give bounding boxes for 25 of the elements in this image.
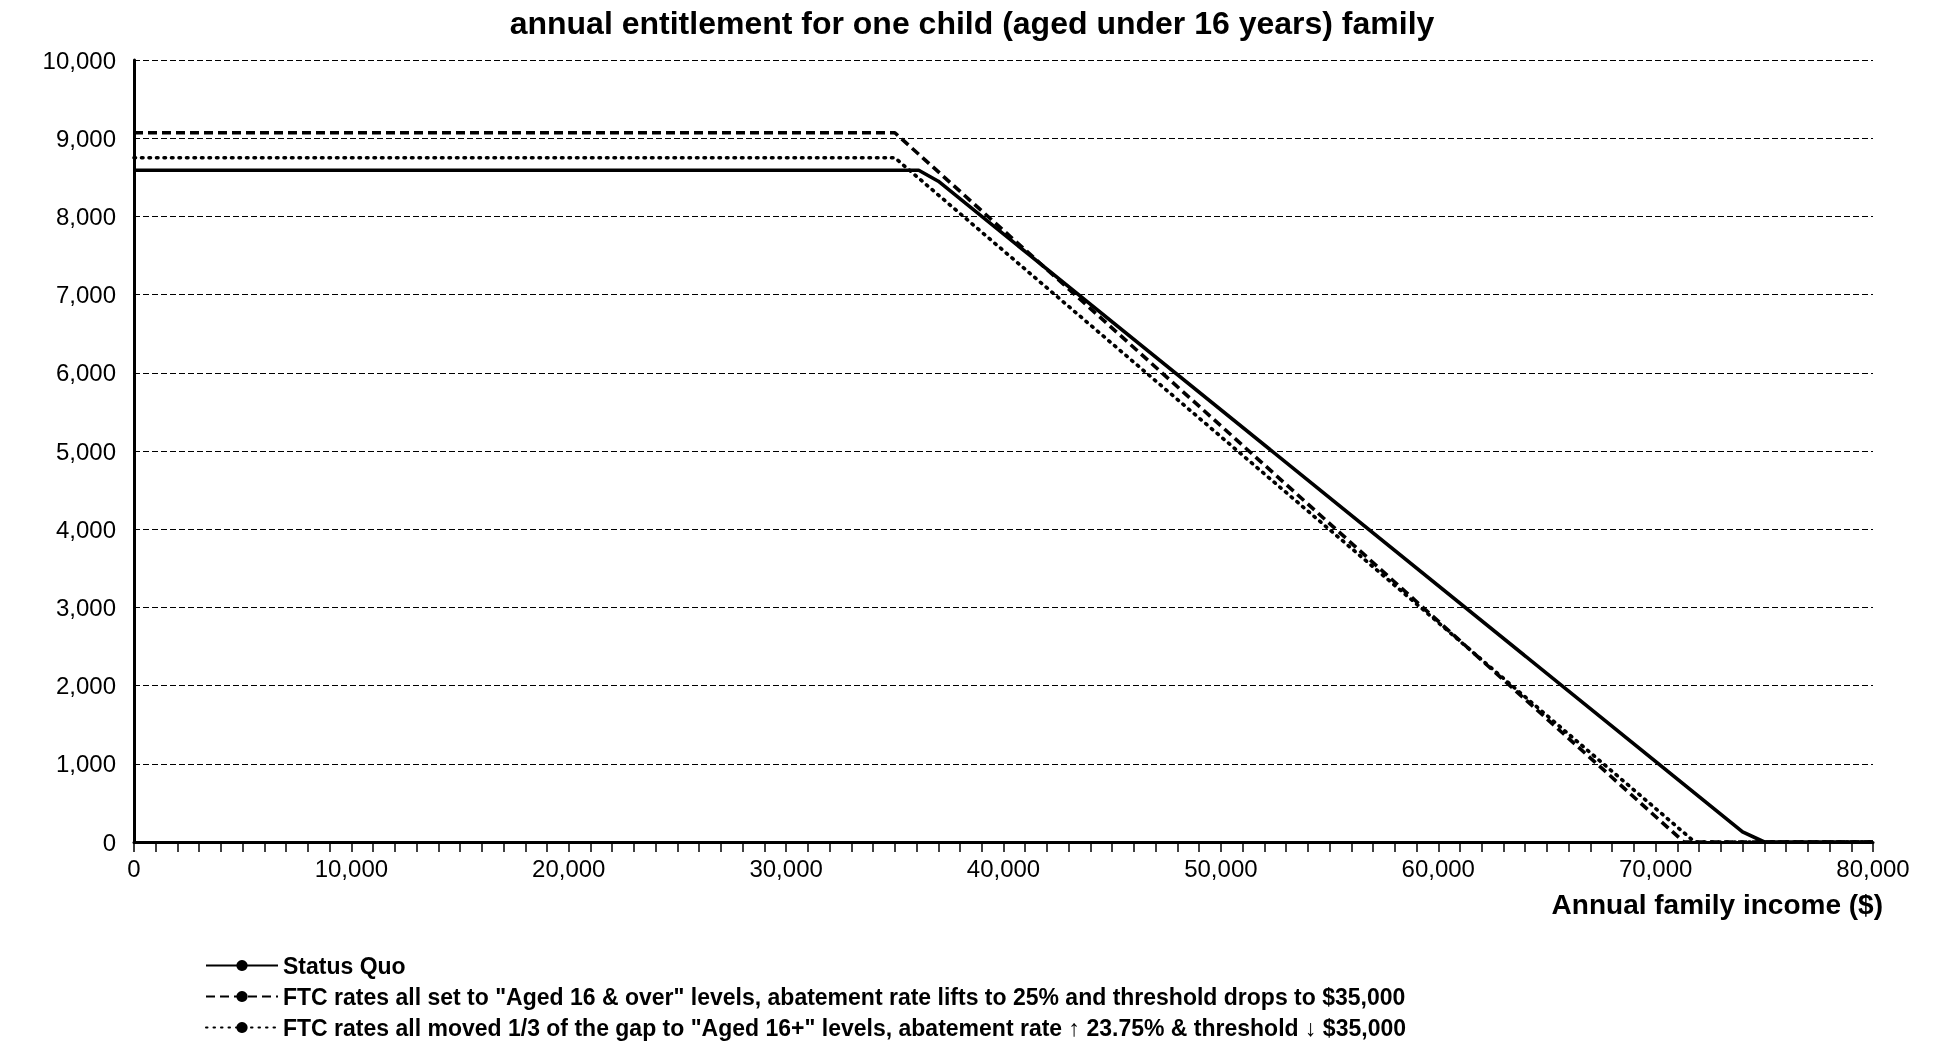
y-tick-label: 3,000	[55, 593, 116, 621]
y-tick-label: 4,000	[55, 515, 116, 543]
x-tick-label: 0	[127, 854, 141, 882]
x-tick-label: 10,000	[314, 854, 389, 882]
y-tick-label: 6,000	[55, 359, 116, 387]
y-tick-label: 2,000	[55, 672, 116, 700]
x-tick-label: 60,000	[1401, 854, 1475, 882]
legend-label: Status Quo	[283, 952, 406, 979]
x-axis-title: Annual family income ($)	[1551, 888, 1883, 920]
legend-label: FTC rates all moved 1/3 of the gap to "Aged 16+" levels, abatement rate ↑ 23.75% & threshold ↓ $35,000	[283, 1014, 1407, 1041]
x-tick-label: 30,000	[749, 854, 823, 882]
chart-title: annual entitlement for one child (aged under 16 years) family	[509, 5, 1435, 41]
x-tick-label: 80,000	[1836, 854, 1910, 882]
y-tick-label: 7,000	[55, 281, 116, 309]
x-tick-label: 50,000	[1184, 854, 1258, 882]
y-tick-label: 9,000	[55, 124, 116, 152]
x-tick-label: 40,000	[966, 854, 1041, 882]
y-tick-label: 10,000	[42, 46, 116, 74]
y-tick-label: 8,000	[55, 202, 116, 230]
x-tick-label: 70,000	[1618, 854, 1693, 882]
y-tick-label: 1,000	[55, 750, 116, 778]
legend-label: FTC rates all set to "Aged 16 & over" levels, abatement rate lifts to 25% and threshold drops to $35,000	[283, 983, 1406, 1010]
x-tick-label: 20,000	[532, 854, 606, 882]
y-tick-label: 0	[102, 828, 116, 856]
y-tick-label: 5,000	[55, 437, 116, 465]
